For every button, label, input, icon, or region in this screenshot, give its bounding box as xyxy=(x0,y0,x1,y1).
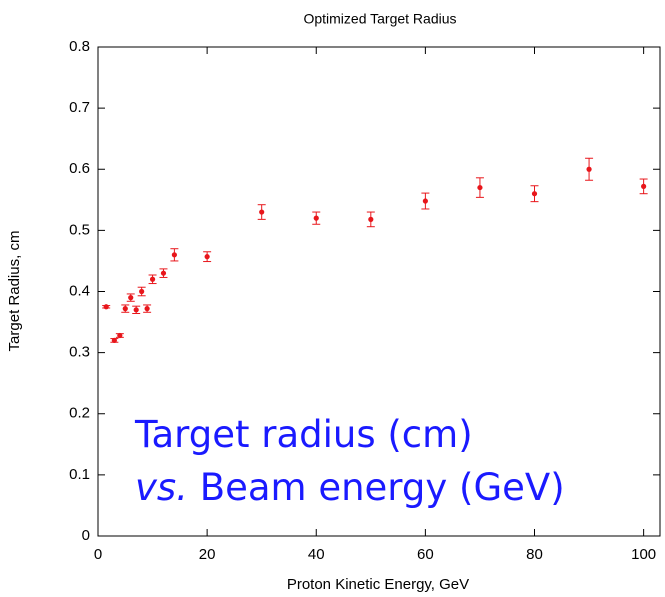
data-point xyxy=(122,306,128,312)
y-tick-label: 0.7 xyxy=(69,99,90,116)
y-axis-label: Target Radius, cm xyxy=(6,231,23,352)
data-point xyxy=(204,254,210,260)
annotation: Beam energy (GeV) xyxy=(200,466,565,509)
x-tick-label: 0 xyxy=(94,546,102,563)
data-point xyxy=(641,183,647,189)
data-point xyxy=(128,295,134,301)
plot-frame xyxy=(97,46,661,537)
data-point xyxy=(171,252,177,258)
x-tick-label: 60 xyxy=(417,546,434,563)
annotation: vs. Beam energy (GeV) xyxy=(135,466,565,509)
x-axis-label: Proton Kinetic Energy, GeV xyxy=(287,576,469,593)
x-tick-label: 80 xyxy=(526,546,543,563)
y-tick-label: 0.8 xyxy=(69,38,90,55)
data-point xyxy=(111,337,117,343)
annotation: Target radius (cm) xyxy=(134,413,473,456)
data-point xyxy=(160,270,167,276)
data-point xyxy=(133,307,139,313)
data-point xyxy=(586,166,592,172)
y-tick-label: 0.1 xyxy=(69,466,90,483)
data-point xyxy=(103,304,109,310)
y-tick-label: 0.4 xyxy=(69,282,90,299)
data-point xyxy=(422,198,428,204)
data-point xyxy=(149,276,156,282)
data-point xyxy=(477,184,483,191)
data-point xyxy=(531,191,538,197)
y-tick-label: 0.6 xyxy=(69,160,90,177)
chart-title: Optimized Target Radius xyxy=(303,11,456,27)
x-tick-label: 40 xyxy=(308,546,325,563)
y-tick-label: 0.2 xyxy=(69,405,90,422)
annotation: vs. xyxy=(135,466,188,509)
data-point xyxy=(117,332,123,339)
y-tick-label: 0.5 xyxy=(69,221,90,238)
x-tick-label: 20 xyxy=(199,546,216,563)
data-point xyxy=(313,215,319,221)
data-point xyxy=(139,288,145,295)
data-point xyxy=(259,209,265,215)
data-point xyxy=(144,306,150,312)
data-point xyxy=(368,216,374,222)
y-tick-label: 0.3 xyxy=(69,344,90,361)
x-tick-label: 100 xyxy=(631,546,656,563)
y-tick-label: 0 xyxy=(82,527,90,544)
